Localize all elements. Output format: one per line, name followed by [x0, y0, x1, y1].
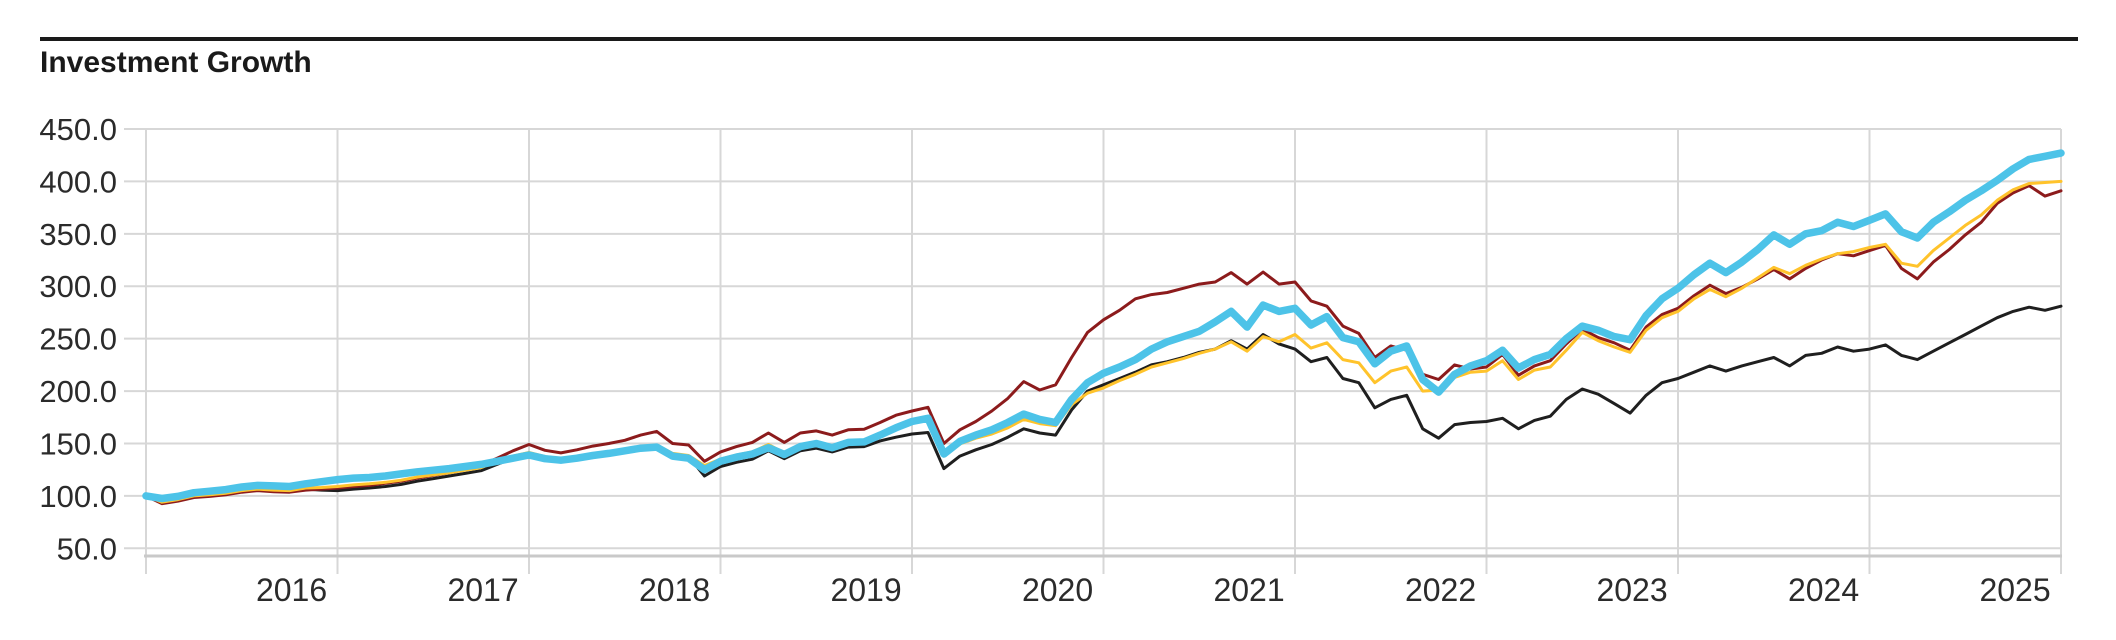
y-axis-label: 200.0 — [39, 374, 117, 409]
x-axis-label: 2025 — [1979, 572, 2050, 608]
y-axis-label: 150.0 — [39, 426, 117, 461]
y-axis-label: 50.0 — [57, 531, 117, 566]
y-axis-label: 400.0 — [39, 164, 117, 199]
top-rule — [40, 37, 2078, 41]
series-blue-line — [142, 149, 2065, 503]
y-axis-label: 100.0 — [39, 479, 117, 514]
x-axis-label: 2021 — [1213, 572, 1284, 608]
x-axis-label: 2016 — [256, 572, 327, 608]
page-title: Investment Growth — [40, 46, 312, 79]
x-axis-label: 2017 — [447, 572, 518, 608]
x-axis-label: 2023 — [1596, 572, 1667, 608]
y-axis-label: 250.0 — [39, 322, 117, 357]
series-black-line — [144, 304, 2063, 505]
x-axis-label: 2020 — [1022, 572, 1093, 608]
y-axis-label: 450.0 — [39, 112, 117, 147]
y-axis-label: 300.0 — [39, 269, 117, 304]
x-axis-label: 2019 — [830, 572, 901, 608]
x-axis-label: 2024 — [1788, 572, 1859, 608]
x-axis-label: 2022 — [1405, 572, 1476, 608]
y-axis-label: 350.0 — [39, 217, 117, 252]
x-axis-label: 2018 — [639, 572, 710, 608]
